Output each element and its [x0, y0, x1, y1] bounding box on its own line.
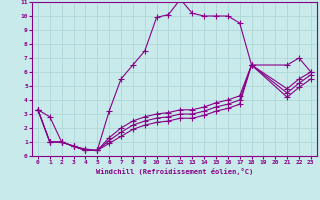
- X-axis label: Windchill (Refroidissement éolien,°C): Windchill (Refroidissement éolien,°C): [96, 168, 253, 175]
